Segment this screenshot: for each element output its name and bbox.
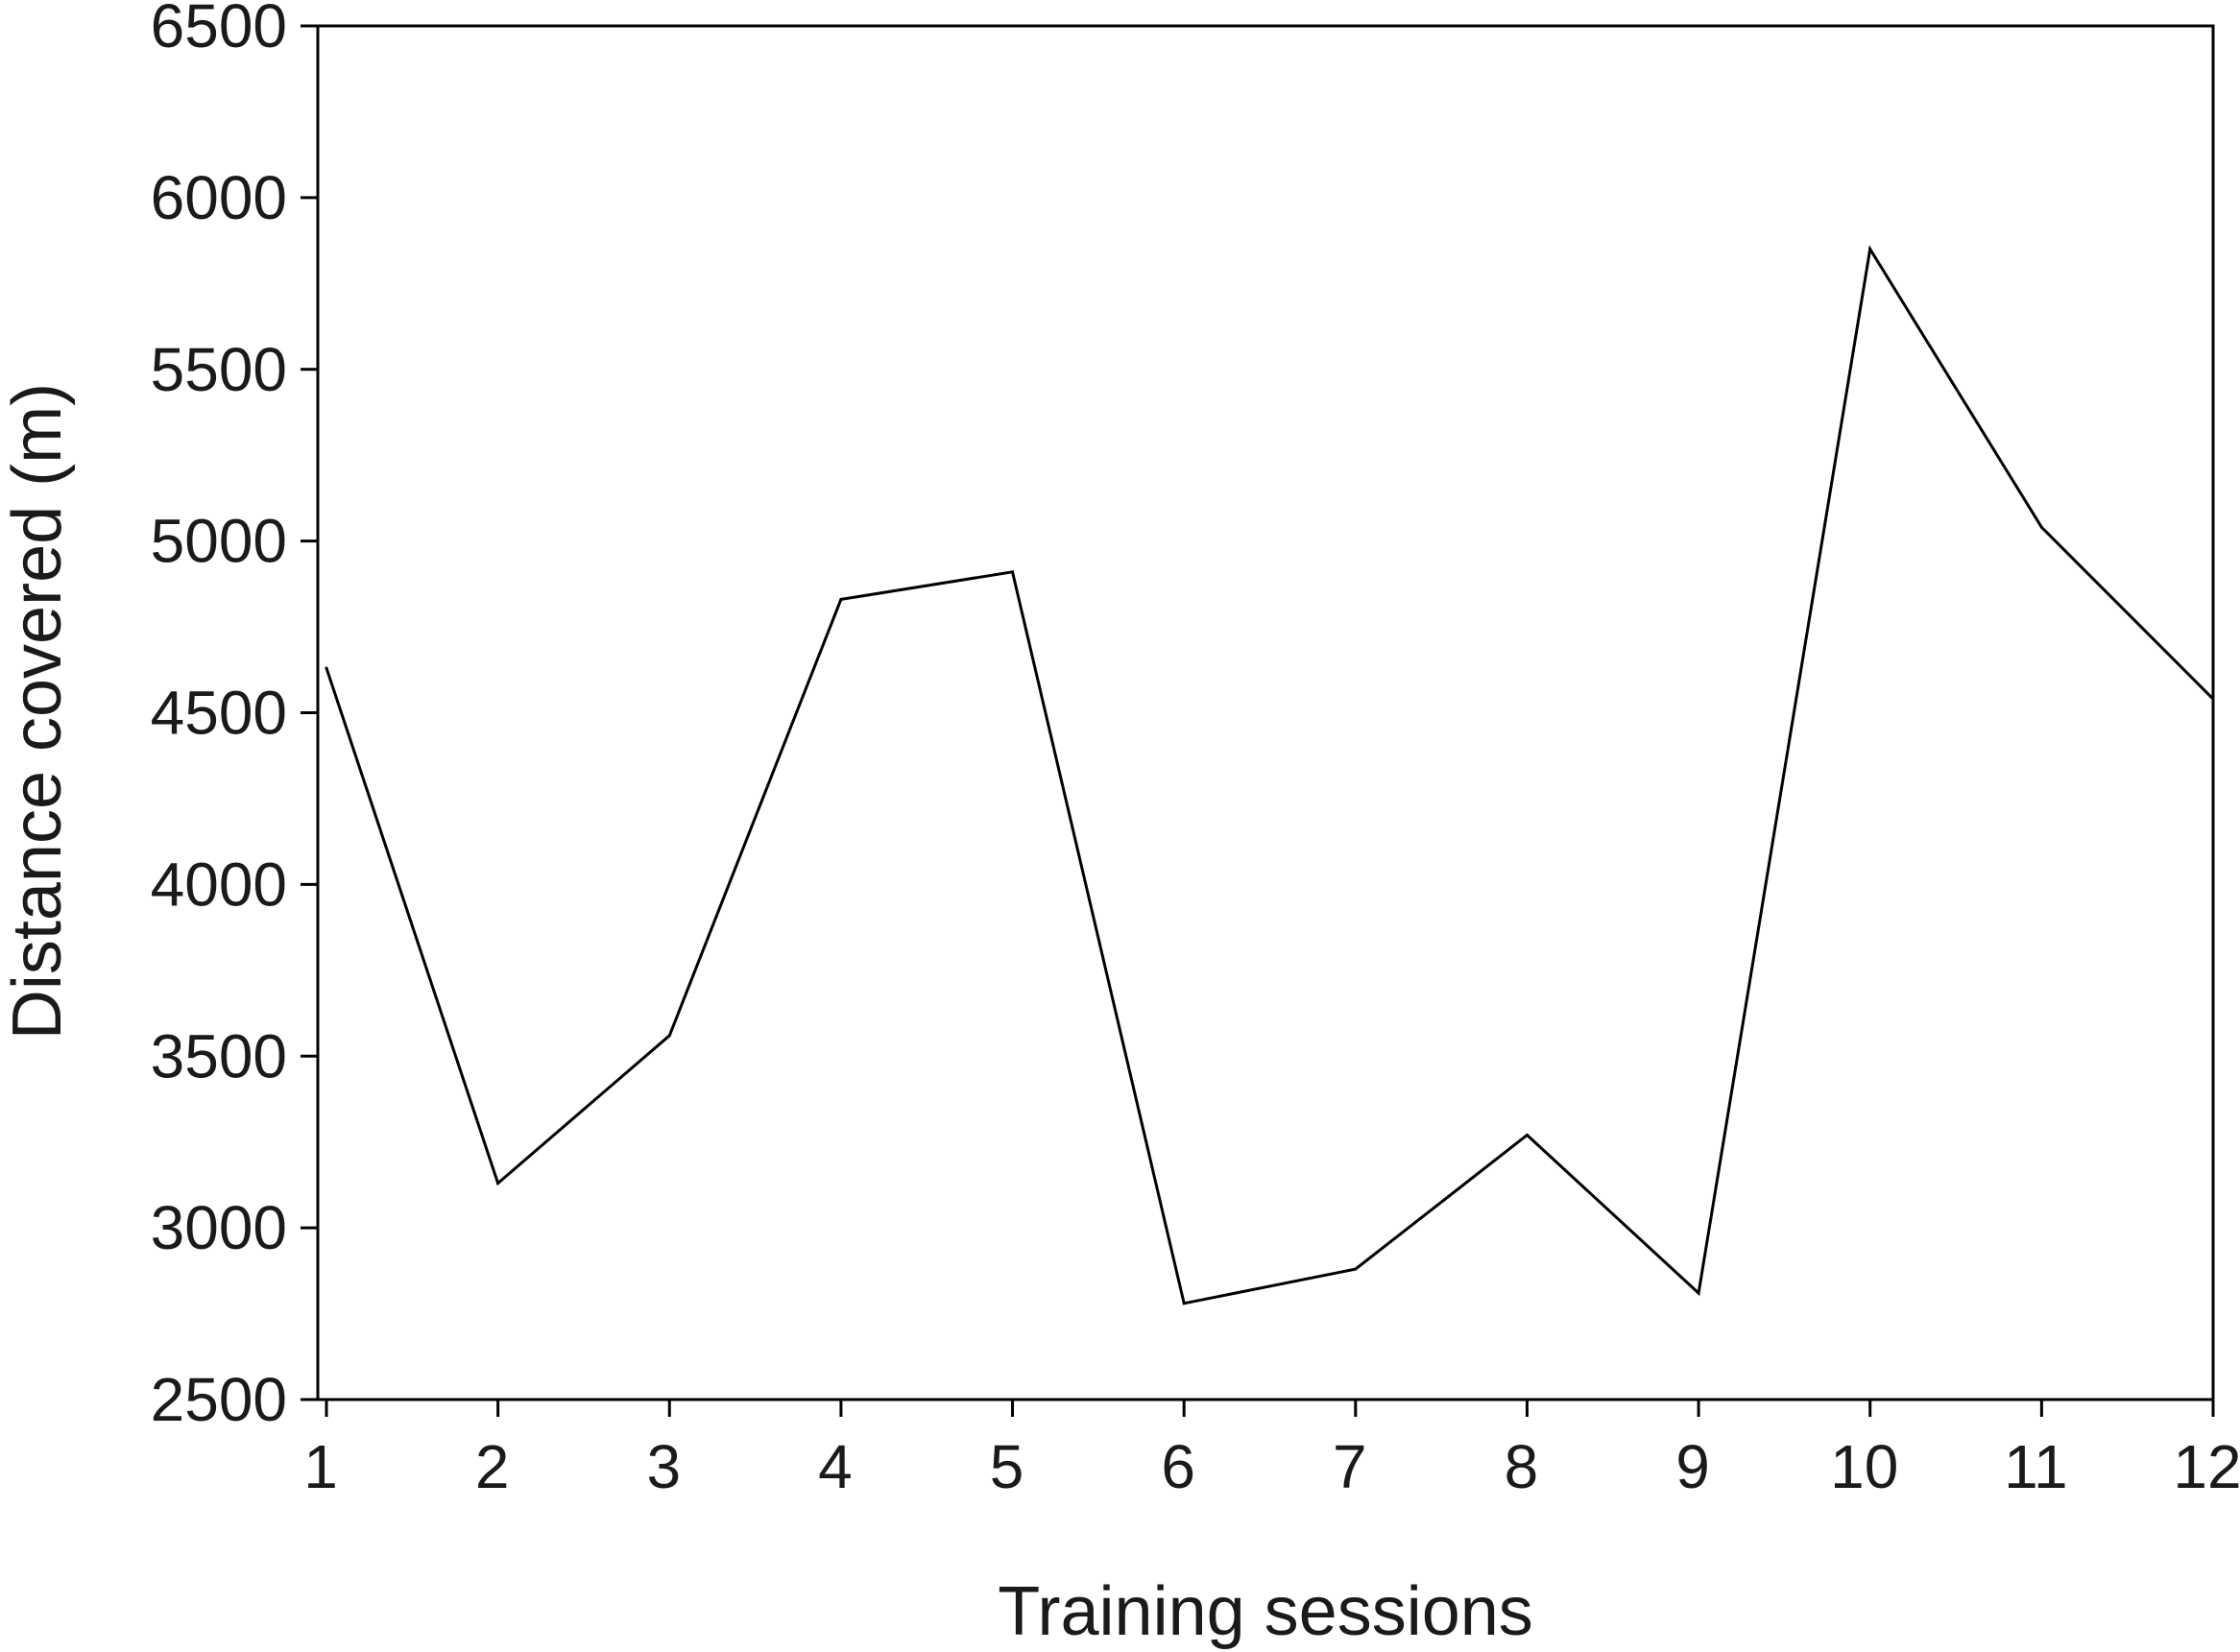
- x-tick-label: 12: [2173, 1432, 2240, 1501]
- y-tick-label: 3000: [151, 1193, 287, 1262]
- y-axis-title: Distance covered (m): [0, 383, 76, 1040]
- data-point: [2039, 525, 2043, 529]
- data-point: [2211, 697, 2215, 701]
- y-tick-label: 4000: [151, 850, 287, 919]
- data-point: [839, 597, 843, 601]
- data-point: [1868, 248, 1872, 251]
- data-point: [667, 1034, 671, 1038]
- y-tick-label: 5500: [151, 335, 287, 404]
- data-point: [1525, 1134, 1529, 1137]
- data-point: [496, 1182, 500, 1185]
- y-tick-label: 6500: [151, 0, 287, 60]
- series-line: [325, 245, 2215, 1305]
- y-tick-label: 2500: [151, 1365, 287, 1434]
- x-tick-label: 7: [1333, 1432, 1367, 1501]
- x-axis-title: Training sessions: [998, 1573, 1533, 1650]
- y-tick-label: 6000: [151, 163, 287, 232]
- data-point: [325, 666, 328, 670]
- x-tick-label: 1: [303, 1432, 338, 1501]
- x-tick-label: 5: [990, 1432, 1024, 1501]
- y-tick-label: 5000: [151, 507, 287, 576]
- x-tick-label: 3: [646, 1432, 681, 1501]
- x-tick-label: 9: [1675, 1432, 1710, 1501]
- data-point: [1697, 1291, 1700, 1295]
- y-axis-ticks: 2500 3000 3500 4000 4500 5000 5500 6000 6500: [151, 0, 318, 1434]
- y-tick-label: 4500: [151, 679, 287, 748]
- x-tick-label: 11: [2004, 1432, 2067, 1501]
- x-tick-label: 8: [1505, 1432, 1539, 1501]
- series-layer: [325, 245, 2215, 1305]
- y-tick-label: 3500: [151, 1021, 287, 1090]
- x-tick-label: 4: [818, 1432, 853, 1501]
- x-tick-label: 2: [475, 1432, 510, 1501]
- data-point: [1182, 1302, 1186, 1305]
- data-point: [1011, 570, 1015, 574]
- x-tick-label: 10: [1830, 1432, 1898, 1501]
- data-point: [1354, 1267, 1358, 1271]
- x-tick-label: 6: [1161, 1432, 1195, 1501]
- x-axis-ticks: 1 2 3 4 5 6 7 8 9 10 11 12: [303, 1400, 2240, 1501]
